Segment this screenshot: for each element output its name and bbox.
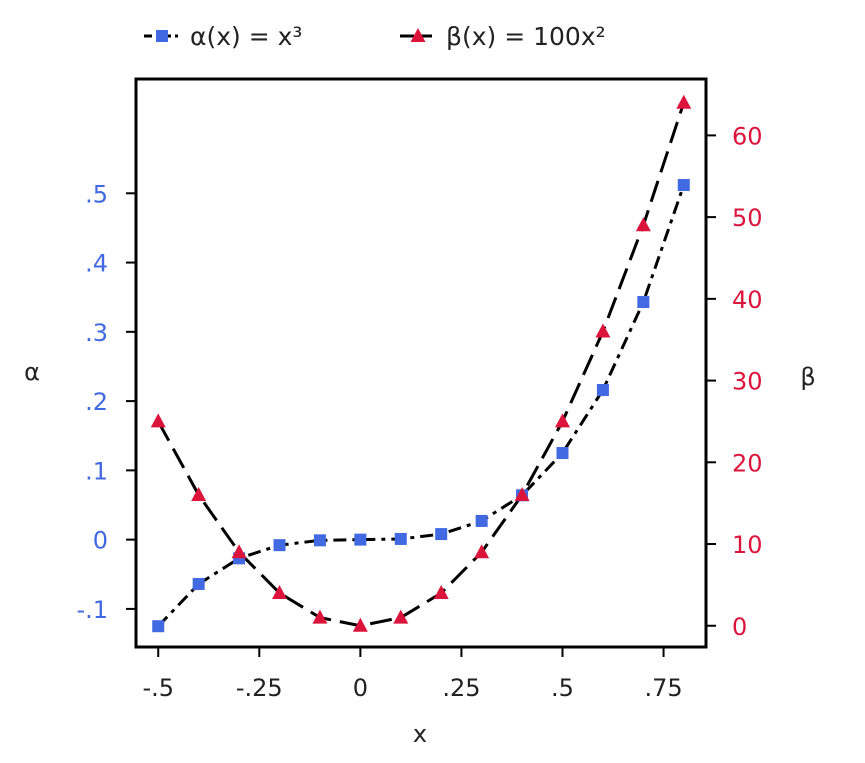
x-tick-label: -.5 <box>142 674 174 702</box>
beta-data-point <box>312 609 328 624</box>
left-y-tick-label: .4 <box>85 250 108 278</box>
legend-marker-beta <box>410 28 426 42</box>
beta-data-point <box>554 413 570 428</box>
alpha-data-point <box>394 532 407 545</box>
left-y-tick-label: 0 <box>93 527 108 555</box>
beta-data-point <box>595 323 611 338</box>
alpha-data-point <box>354 533 367 546</box>
left-y-tick-label: .1 <box>85 457 108 485</box>
x-axis: -.5 -.25 0 .25 .5 .75 <box>142 647 683 702</box>
left-y-tick-label: -.1 <box>76 596 108 624</box>
legend-label-beta: β(x) = 100x² <box>446 22 606 51</box>
right-y-axis-label: β <box>800 363 815 391</box>
x-tick-label: .25 <box>442 674 480 702</box>
x-tick-label: .75 <box>644 674 682 702</box>
alpha-data-point <box>273 539 286 552</box>
alpha-data-point <box>475 514 488 527</box>
alpha-data-point <box>152 620 165 633</box>
x-tick-label: .5 <box>551 674 574 702</box>
alpha-data-point <box>596 384 609 397</box>
right-y-tick-label: 50 <box>732 204 763 232</box>
alpha-data-point <box>192 577 205 590</box>
beta-data-point <box>150 413 166 428</box>
legend-item-beta: β(x) = 100x² <box>400 22 606 51</box>
right-y-tick-label: 10 <box>732 531 763 559</box>
x-axis-label: x <box>413 720 427 748</box>
beta-data-point <box>393 609 409 624</box>
right-y-tick-label: 30 <box>732 368 763 396</box>
left-y-axis: -.1 0 .1 .2 .3 .4 .5 <box>76 180 136 624</box>
legend: α(x) = x³ β(x) = 100x² <box>144 22 606 51</box>
beta-data-point <box>231 544 247 559</box>
plot-area-frame <box>134 77 708 649</box>
legend-label-alpha: α(x) = x³ <box>190 22 302 51</box>
left-y-tick-label: .3 <box>85 319 108 347</box>
beta-data-point <box>514 486 530 501</box>
series-markers <box>150 94 692 633</box>
right-y-tick-label: 40 <box>732 286 763 314</box>
right-y-tick-label: 60 <box>732 122 763 150</box>
beta-data-point <box>676 94 692 109</box>
alpha-data-point <box>435 528 448 541</box>
legend-item-alpha: α(x) = x³ <box>144 22 302 51</box>
beta-data-point <box>433 585 449 600</box>
x-tick-label: 0 <box>353 674 368 702</box>
beta-data-point <box>474 544 490 559</box>
alpha-data-point <box>677 178 690 191</box>
left-y-tick-label: .2 <box>85 388 108 416</box>
beta-data-point <box>272 585 288 600</box>
legend-marker-alpha <box>156 30 168 42</box>
alpha-data-point <box>313 534 326 547</box>
series-line-alpha <box>157 184 686 628</box>
right-y-tick-label: 20 <box>732 449 763 477</box>
series-lines <box>156 102 686 628</box>
beta-data-point <box>352 617 368 632</box>
beta-data-point <box>191 486 207 501</box>
series-line-beta <box>156 102 686 628</box>
alpha-data-point <box>637 296 650 309</box>
x-tick-label: -.25 <box>236 674 283 702</box>
right-y-axis: 0 10 20 30 40 50 60 <box>706 122 763 641</box>
left-y-tick-label: .5 <box>85 180 108 208</box>
right-y-tick-label: 0 <box>732 613 747 641</box>
alpha-data-point <box>556 447 569 460</box>
left-y-axis-label: α <box>24 358 40 386</box>
beta-data-point <box>635 217 651 232</box>
